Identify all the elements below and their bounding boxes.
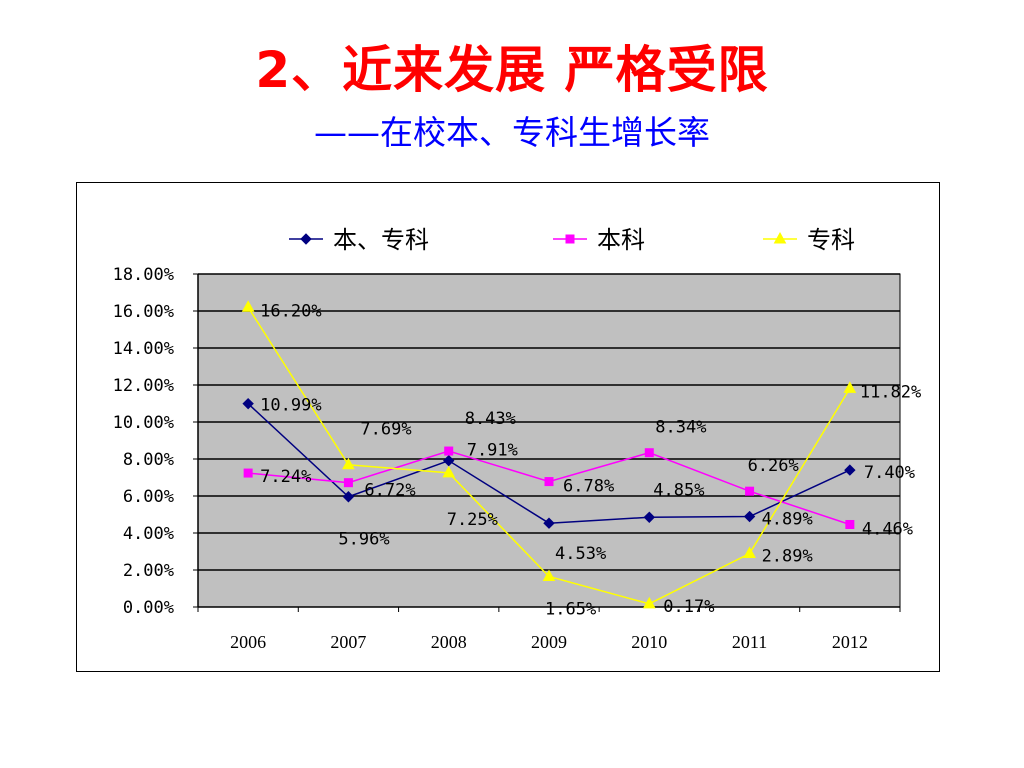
y-tick-label: 16.00% [113, 302, 174, 322]
y-tick-label: 18.00% [113, 265, 174, 285]
data-point [542, 569, 556, 581]
data-label: 10.99% [260, 396, 321, 416]
data-label: 4.85% [653, 480, 704, 500]
data-label: 16.20% [260, 301, 321, 321]
y-tick-label: 6.00% [123, 487, 174, 507]
data-point [644, 448, 654, 458]
data-label: 6.26% [748, 456, 799, 476]
slide-title: 2、近来发展 严格受限 [255, 41, 769, 99]
line-chart: 0.00% 2.00% 4.00% 6.00% 8.00% 10.00% 12.00% 14.… [113, 226, 922, 652]
data-point [544, 477, 554, 487]
data-label: 11.82% [860, 382, 921, 402]
legend-marker [565, 234, 575, 244]
legend-marker [300, 233, 312, 245]
data-label: 7.69% [360, 420, 411, 440]
x-tick-label: 2012 [832, 632, 868, 652]
data-point [844, 464, 856, 476]
legend-label: 专科 [807, 226, 855, 254]
y-tick-label: 2.00% [123, 561, 174, 581]
data-label: 7.40% [864, 463, 915, 483]
data-label: 5.96% [338, 530, 389, 550]
data-point [543, 517, 555, 529]
chart-frame: 0.00% 2.00% 4.00% 6.00% 8.00% 10.00% 12.00% 14.… [76, 182, 940, 672]
data-point [242, 397, 254, 410]
data-label: 7.91% [467, 441, 518, 461]
y-tick-label: 8.00% [123, 450, 174, 470]
data-point [745, 486, 755, 496]
data-label: 4.89% [762, 510, 813, 530]
data-label: 0.17% [663, 597, 714, 617]
plot-area [197, 273, 901, 608]
y-tick-label: 14.00% [113, 339, 174, 359]
data-label: 8.34% [655, 418, 706, 438]
x-tick-label: 2011 [732, 632, 767, 652]
data-point [743, 546, 756, 559]
data-label: 7.24% [260, 467, 311, 487]
data-label: 2.89% [762, 547, 813, 567]
data-label: 6.72% [364, 481, 415, 501]
data-label: 1.65% [545, 599, 596, 619]
x-tick-label: 2007 [330, 632, 366, 652]
data-point [342, 491, 355, 503]
y-tick-label: 10.00% [113, 413, 174, 433]
data-point [443, 454, 455, 467]
data-point [843, 381, 857, 393]
data-label: 4.46% [862, 519, 913, 539]
legend-label: 本科 [597, 226, 645, 254]
data-point [243, 468, 253, 478]
data-point [343, 478, 353, 488]
x-tick-label: 2006 [230, 632, 266, 652]
y-tick-label: 0.00% [123, 598, 174, 618]
data-point [444, 446, 454, 456]
data-point [442, 465, 456, 478]
data-point [845, 519, 855, 529]
slide-subtitle: ——在校本、专科生增长率 [314, 113, 710, 152]
legend-marker [773, 231, 787, 244]
x-tick-label: 2009 [531, 632, 567, 652]
data-point [642, 596, 656, 609]
y-tick-label: 12.00% [113, 376, 174, 396]
data-label: 6.78% [563, 477, 614, 497]
data-point [743, 510, 756, 523]
data-point [342, 457, 355, 470]
data-label: 7.25% [447, 510, 498, 530]
data-point [241, 300, 255, 312]
data-label: 8.43% [465, 409, 516, 429]
x-tick-label: 2010 [631, 632, 667, 652]
legend-label: 本、专科 [333, 226, 429, 254]
y-tick-label: 4.00% [123, 524, 174, 544]
x-tick-label: 2008 [431, 632, 467, 652]
data-point [643, 511, 655, 523]
data-label: 4.53% [555, 544, 606, 564]
